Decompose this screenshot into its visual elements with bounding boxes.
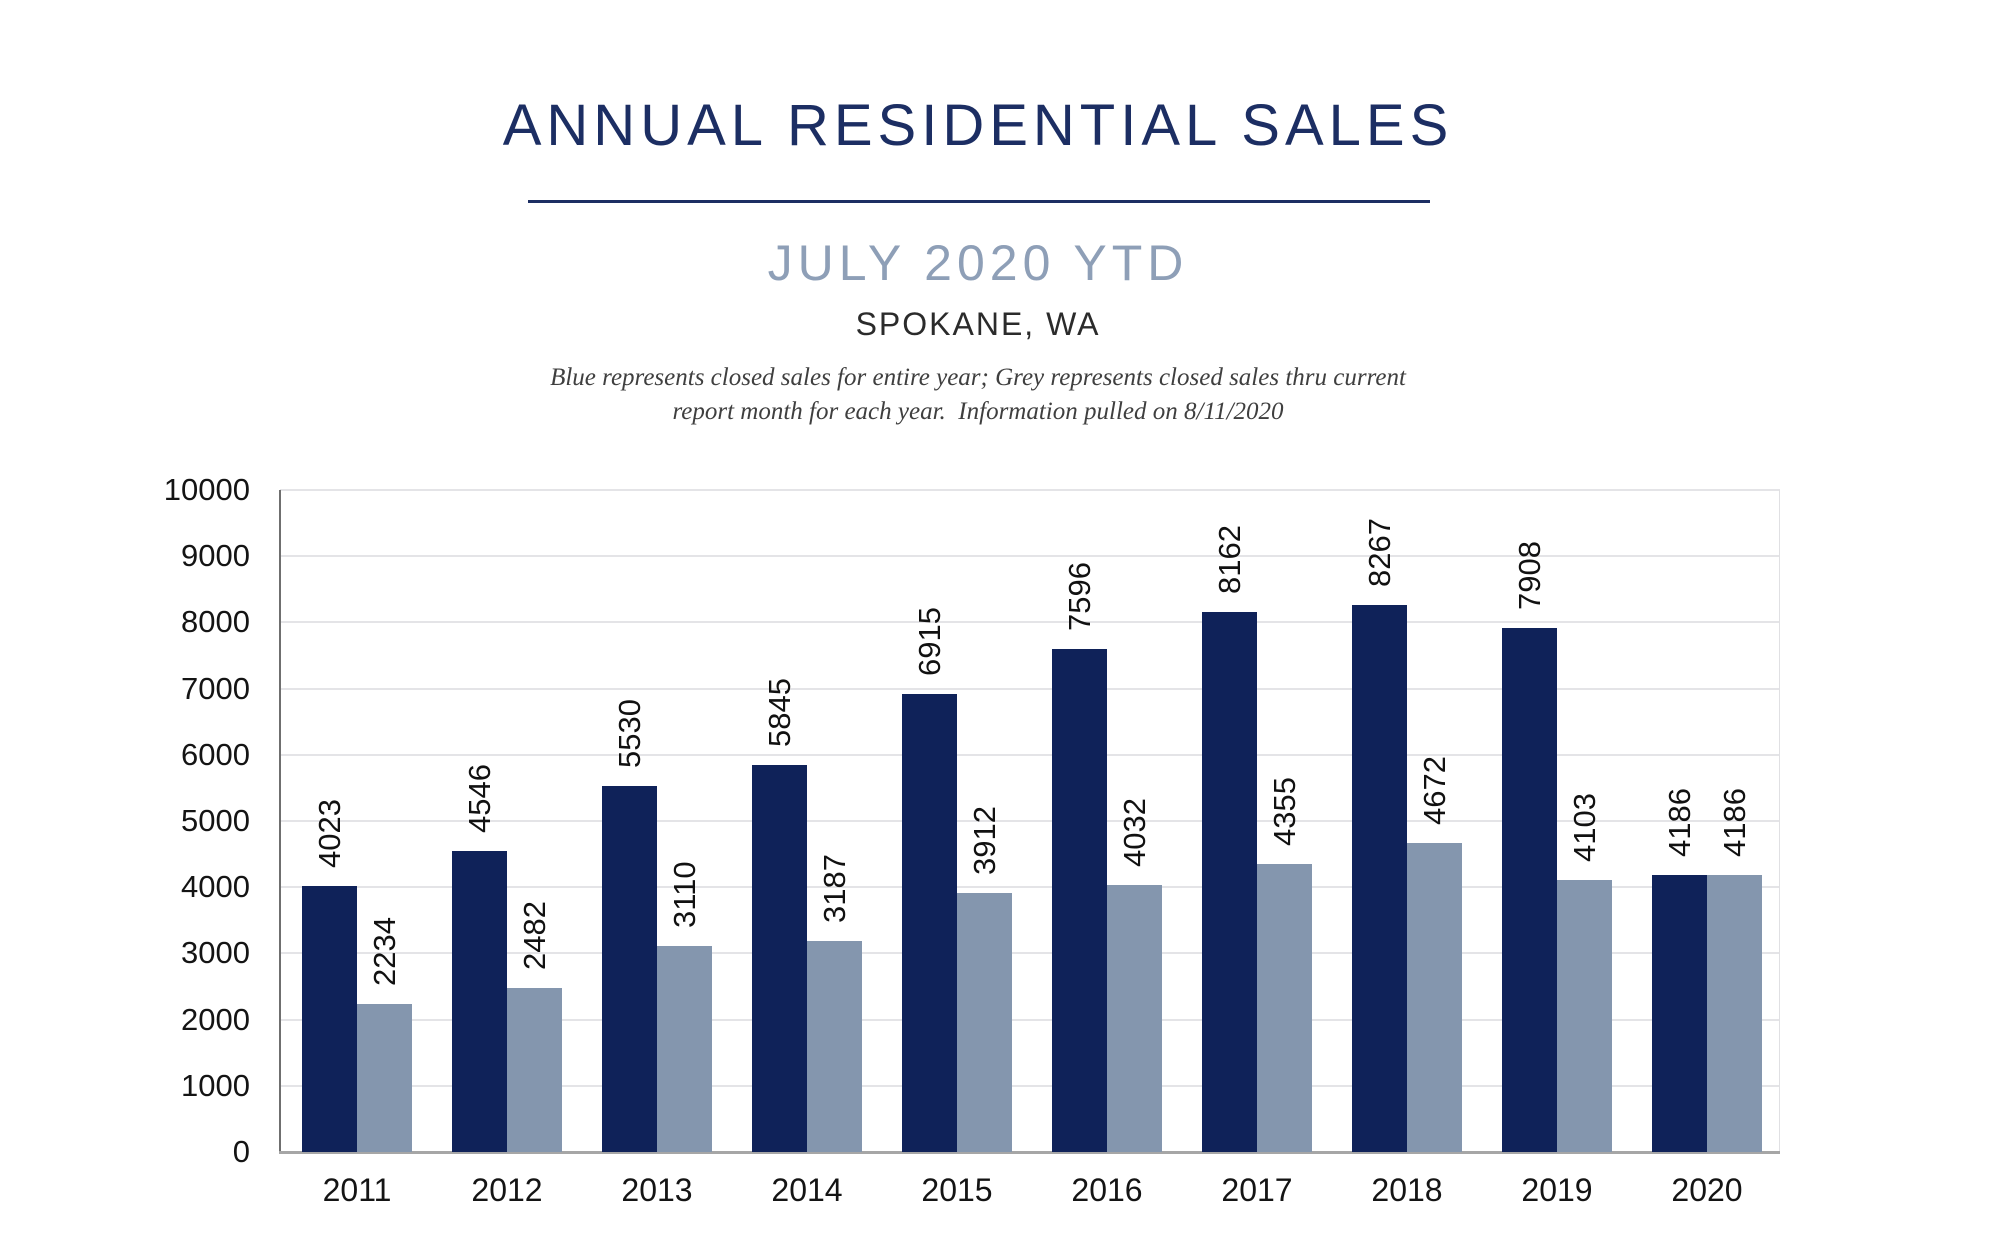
bar-label-annual-2014: 5845 <box>762 678 797 748</box>
bar-annual-2020 <box>1652 874 1707 1152</box>
bar-label-ytd-2016: 4032 <box>1117 798 1152 868</box>
year-label-2019: 2019 <box>1521 1172 1593 1208</box>
bar-annual-2015 <box>902 694 957 1152</box>
bar-ytd-2018 <box>1407 842 1462 1152</box>
bar-label-ytd-2015: 3912 <box>967 806 1002 876</box>
bar-ytd-2019 <box>1557 880 1612 1152</box>
bar-ytd-2017 <box>1257 863 1312 1152</box>
bar-annual-2017 <box>1202 611 1257 1152</box>
year-label-2012: 2012 <box>471 1172 543 1208</box>
bar-annual-2013 <box>602 785 657 1152</box>
location-label: SPOKANE, WA <box>855 306 1101 342</box>
y-tick-4000: 4000 <box>181 869 250 905</box>
bar-ytd-2020 <box>1707 874 1762 1152</box>
legend-note-line2: report month for each year. Information … <box>672 398 1284 425</box>
gridline-10000 <box>280 489 1780 491</box>
year-label-2014: 2014 <box>771 1172 843 1208</box>
year-label-2013: 2013 <box>621 1172 693 1208</box>
bar-label-annual-2011: 4023 <box>312 798 347 868</box>
bar-label-ytd-2014: 3187 <box>817 854 852 924</box>
year-label-2015: 2015 <box>921 1172 993 1208</box>
bar-label-ytd-2018: 4672 <box>1417 755 1452 825</box>
gridline-2000 <box>280 1018 1780 1021</box>
title-underline <box>528 200 1430 203</box>
bar-label-ytd-2012: 2482 <box>517 900 552 970</box>
bar-annual-2012 <box>452 851 507 1152</box>
y-tick-1000: 1000 <box>181 1067 250 1103</box>
year-label-2011: 2011 <box>322 1172 392 1208</box>
y-tick-9000: 9000 <box>181 538 250 574</box>
bar-label-annual-2018: 8267 <box>1362 517 1397 587</box>
bar-label-annual-2019: 7908 <box>1512 541 1547 611</box>
year-label-2017: 2017 <box>1221 1172 1293 1208</box>
y-tick-10000: 10000 <box>163 472 250 507</box>
y-tick-5000: 5000 <box>181 803 250 838</box>
gridline-5000 <box>280 820 1780 822</box>
bar-label-annual-2013: 5530 <box>612 698 647 768</box>
x-axis-line <box>279 1151 1780 1154</box>
gridline-7000 <box>280 687 1780 690</box>
bar-annual-2014 <box>752 765 807 1152</box>
bar-ytd-2013 <box>657 946 712 1152</box>
year-label-2016: 2016 <box>1071 1172 1143 1208</box>
bar-label-ytd-2011: 2234 <box>367 917 402 987</box>
bar-annual-2016 <box>1052 649 1107 1152</box>
y-tick-7000: 7000 <box>181 670 250 706</box>
gridline-6000 <box>280 753 1780 756</box>
bar-annual-2019 <box>1502 628 1557 1152</box>
bar-label-annual-2015: 6915 <box>912 607 947 677</box>
bar-ytd-2012 <box>507 987 562 1152</box>
year-label-2020: 2020 <box>1671 1172 1743 1208</box>
legend-note-line1: Blue represents closed sales for entire … <box>550 364 1406 391</box>
bar-label-annual-2017: 8162 <box>1212 524 1247 594</box>
bar-label-annual-2016: 7596 <box>1062 562 1097 632</box>
gridline-1000 <box>280 1084 1780 1087</box>
y-tick-8000: 8000 <box>181 604 250 640</box>
bar-ytd-2016 <box>1107 885 1162 1152</box>
bar-label-annual-2012: 4546 <box>462 764 497 834</box>
y-tick-2000: 2000 <box>181 1001 250 1037</box>
bar-ytd-2011 <box>357 1004 412 1152</box>
gridline-3000 <box>280 952 1780 955</box>
y-tick-3000: 3000 <box>181 935 250 971</box>
plot-right-border <box>1779 490 1780 1152</box>
y-axis-line <box>279 490 281 1154</box>
y-tick-6000: 6000 <box>181 736 250 772</box>
gridline-4000 <box>280 886 1780 889</box>
report-period-subtitle: JULY 2020 YTD <box>767 235 1189 291</box>
y-tick-0: 0 <box>232 1134 250 1169</box>
gridline-8000 <box>280 621 1780 624</box>
page-title: ANNUAL RESIDENTIAL SALES <box>502 93 1454 158</box>
bar-label-ytd-2013: 3110 <box>667 861 702 929</box>
gridline-9000 <box>280 555 1780 558</box>
bar-annual-2011 <box>302 885 357 1152</box>
bar-ytd-2015 <box>957 893 1012 1152</box>
bar-label-ytd-2019: 4103 <box>1567 793 1602 863</box>
bar-label-ytd-2017: 4355 <box>1267 776 1302 846</box>
bar-label-ytd-2020: 4186 <box>1717 787 1752 857</box>
year-label-2018: 2018 <box>1371 1172 1443 1208</box>
bar-ytd-2014 <box>807 941 862 1152</box>
bar-label-annual-2020: 4186 <box>1662 787 1697 857</box>
bar-annual-2018 <box>1352 604 1407 1152</box>
